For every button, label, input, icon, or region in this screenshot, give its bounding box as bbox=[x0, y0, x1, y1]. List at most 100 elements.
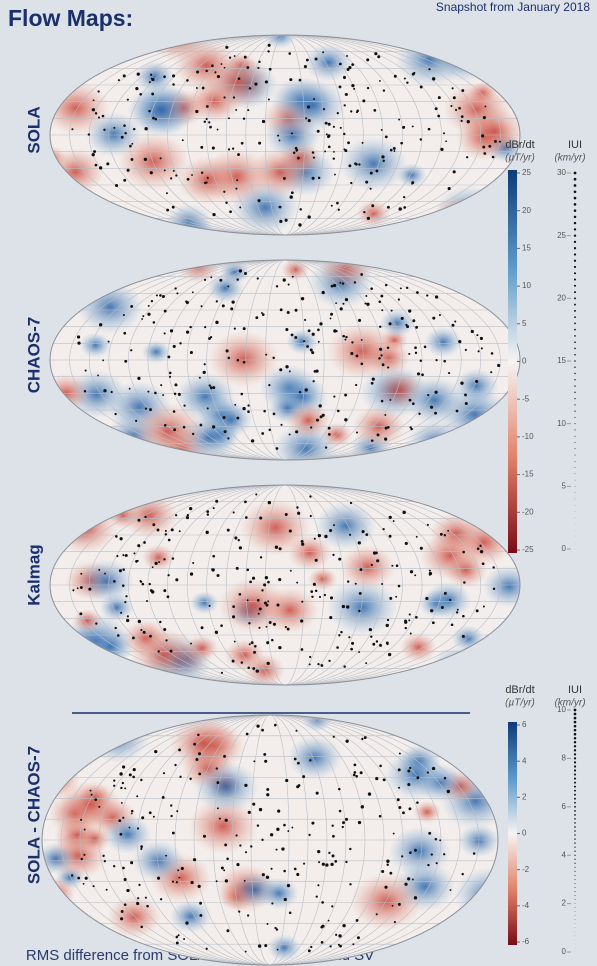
flow-arrow bbox=[186, 330, 189, 333]
flow-arrow bbox=[296, 506, 298, 508]
map-label: CHAOS-7 bbox=[24, 317, 43, 394]
flow-arrow bbox=[294, 758, 297, 761]
flow-arrow bbox=[309, 495, 311, 497]
flow-arrow bbox=[389, 322, 392, 325]
flow-arrow bbox=[416, 536, 418, 538]
flow-arrow bbox=[343, 133, 345, 135]
flow-arrow bbox=[154, 562, 157, 565]
flow-arrow bbox=[210, 386, 213, 389]
anomaly bbox=[421, 207, 488, 260]
flow-arrow bbox=[124, 903, 127, 906]
scale-dot bbox=[574, 855, 575, 856]
flow-arrow bbox=[382, 528, 384, 530]
flow-arrow bbox=[430, 406, 433, 409]
flow-arrow bbox=[267, 600, 269, 602]
scale-dot bbox=[574, 228, 576, 230]
flow-arrow bbox=[372, 377, 375, 380]
flow-arrow bbox=[324, 150, 326, 152]
scale-dot bbox=[574, 713, 577, 716]
flow-arrow bbox=[93, 150, 96, 153]
scale-dot bbox=[575, 907, 576, 908]
flow-arrow bbox=[453, 96, 456, 99]
flow-arrow bbox=[189, 507, 192, 510]
tick-label: 4 bbox=[522, 756, 527, 765]
flow-arrow bbox=[234, 55, 236, 57]
flow-arrow bbox=[212, 555, 215, 558]
flow-arrow bbox=[77, 587, 79, 589]
flow-arrow bbox=[279, 547, 282, 550]
flow-arrow bbox=[309, 663, 311, 665]
flow-arrow bbox=[413, 72, 415, 74]
flow-arrow bbox=[265, 80, 268, 83]
flow-arrow bbox=[102, 115, 105, 118]
flow-arrow bbox=[444, 777, 447, 780]
flow-arrow bbox=[403, 206, 406, 209]
flow-arrow bbox=[414, 896, 417, 899]
flow-arrow bbox=[201, 172, 203, 174]
flow-arrow bbox=[193, 743, 196, 746]
flow-arrow bbox=[271, 868, 273, 870]
flow-arrow bbox=[328, 427, 331, 430]
flow-arrow bbox=[371, 382, 374, 385]
flow-arrow bbox=[330, 313, 333, 316]
flow-arrow bbox=[125, 595, 127, 597]
flow-arrow bbox=[267, 50, 269, 52]
flow-arrow bbox=[250, 845, 252, 847]
flow-arrow bbox=[213, 507, 215, 509]
flow-arrow bbox=[348, 164, 351, 167]
flow-arrow bbox=[304, 319, 306, 321]
flow-arrow bbox=[310, 348, 313, 351]
scale-dot bbox=[574, 373, 575, 374]
flow-arrow bbox=[305, 117, 307, 119]
flow-arrow bbox=[149, 635, 152, 638]
flow-arrow bbox=[391, 565, 393, 567]
flow-arrow bbox=[95, 164, 98, 167]
flow-arrow bbox=[349, 883, 351, 885]
flow-unit: (km/yr) bbox=[554, 153, 585, 164]
flow-arrow bbox=[85, 369, 87, 371]
flow-arrow bbox=[215, 321, 218, 324]
flow-arrow bbox=[354, 281, 356, 283]
scale-dot bbox=[574, 335, 576, 337]
flow-arrow bbox=[266, 626, 268, 628]
flow-arrow bbox=[412, 402, 415, 405]
flow-arrow bbox=[342, 303, 344, 305]
flow-arrow bbox=[340, 127, 342, 129]
flow-arrow bbox=[169, 372, 172, 375]
flow-arrow bbox=[458, 340, 461, 343]
flow-arrow bbox=[106, 889, 108, 891]
flow-arrow bbox=[306, 345, 309, 348]
flow-arrow bbox=[169, 376, 171, 378]
flow-arrow bbox=[381, 309, 383, 311]
flow-arrow bbox=[381, 155, 384, 158]
anomaly bbox=[432, 196, 488, 241]
map-label: SOLA bbox=[24, 106, 43, 153]
flow-arrow bbox=[210, 276, 212, 278]
tick-label: 0 bbox=[522, 829, 527, 838]
flow-arrow bbox=[499, 141, 501, 143]
flow-arrow bbox=[186, 79, 189, 82]
flow-arrow bbox=[342, 605, 345, 608]
flow-arrow bbox=[449, 599, 451, 601]
flow-arrow bbox=[438, 96, 441, 99]
flow-arrow bbox=[247, 599, 249, 601]
flow-arrow bbox=[280, 308, 283, 311]
flow-arrow bbox=[103, 389, 106, 392]
sv-unit: (µT/yr) bbox=[505, 698, 535, 709]
flow-arrow bbox=[140, 629, 142, 631]
flow-arrow bbox=[317, 663, 319, 665]
flow-arrow bbox=[394, 150, 396, 152]
flow-arrow bbox=[175, 174, 177, 176]
flow-arrow bbox=[172, 557, 174, 559]
flow-arrow bbox=[310, 426, 312, 428]
flow-arrow bbox=[453, 170, 456, 173]
anomaly bbox=[259, 877, 299, 909]
flow-arrow bbox=[294, 336, 297, 339]
flow-label: IUI bbox=[568, 139, 582, 151]
flow-arrow bbox=[165, 639, 167, 641]
scale-dot bbox=[574, 798, 576, 800]
scale-dot bbox=[574, 842, 575, 843]
scale-dot bbox=[574, 278, 576, 280]
flow-arrow bbox=[239, 206, 241, 208]
scale-dot bbox=[574, 782, 576, 784]
